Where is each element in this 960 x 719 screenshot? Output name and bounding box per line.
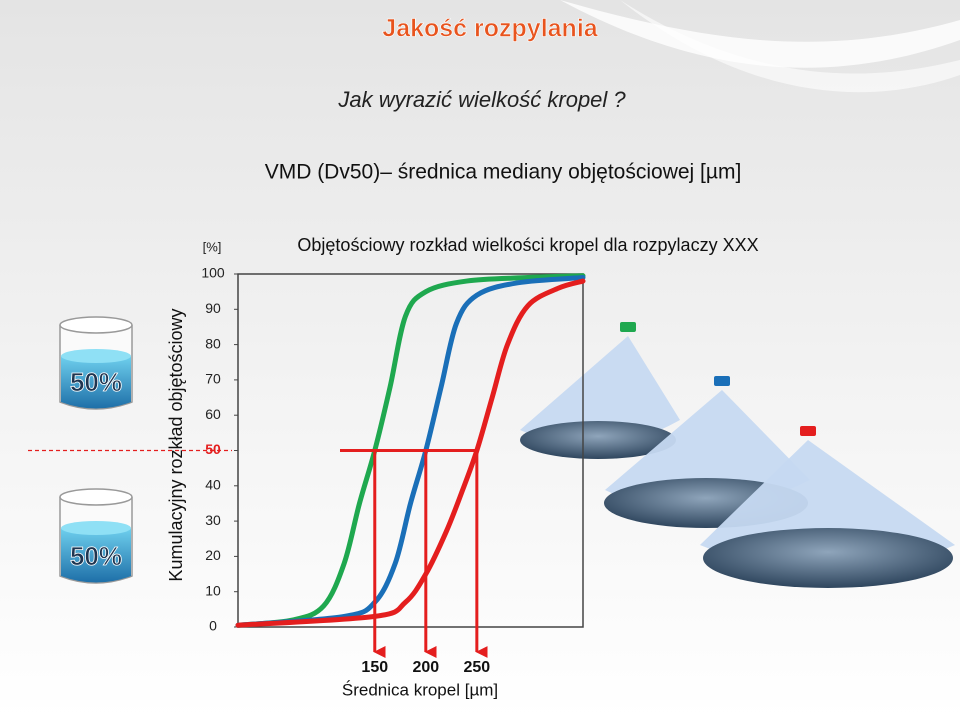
y-tick-label: 10 [205, 582, 221, 598]
beaker: 50% [59, 316, 133, 410]
swoosh [620, 0, 960, 93]
curve [235, 273, 586, 628]
y-tick-label: 20 [205, 547, 221, 563]
beaker-label: 50% [70, 541, 122, 571]
y-tick-label: 40 [205, 477, 221, 493]
y-tick-label: 30 [205, 512, 221, 528]
definition: VMD (Dv50)– średnica mediany objętościow… [265, 161, 742, 184]
y-tick-label: 0 [209, 618, 217, 634]
spray [700, 426, 955, 588]
curve [235, 278, 586, 628]
subtitle: Jak wyrazić wielkość kropel ? [337, 87, 626, 112]
spray [520, 322, 680, 459]
x-tick-label: 150 [361, 659, 388, 676]
y-tick-label: 70 [205, 371, 221, 387]
beaker-label: 50% [70, 367, 122, 397]
y-tick-label: 90 [205, 300, 221, 316]
y-tick-label: 60 [205, 406, 221, 422]
slide-title: Jakość rozpylania [382, 15, 598, 43]
chart-title: Objętościowy rozkład wielkości kropel dl… [297, 235, 758, 255]
x-tick-label: 200 [412, 659, 439, 676]
beaker: 50% [59, 488, 133, 584]
swoosh [560, 0, 960, 68]
y-tick-label: 50 [205, 441, 221, 457]
y-axis-label: Kumulacyjny rozkład objętościowy [166, 308, 186, 581]
y-unit: [%] [203, 239, 222, 254]
y-tick-label: 80 [205, 335, 221, 351]
x-tick-label: 250 [463, 659, 490, 676]
y-tick-label: 100 [201, 265, 225, 281]
x-axis-label: Średnica kropel [µm] [342, 680, 498, 699]
